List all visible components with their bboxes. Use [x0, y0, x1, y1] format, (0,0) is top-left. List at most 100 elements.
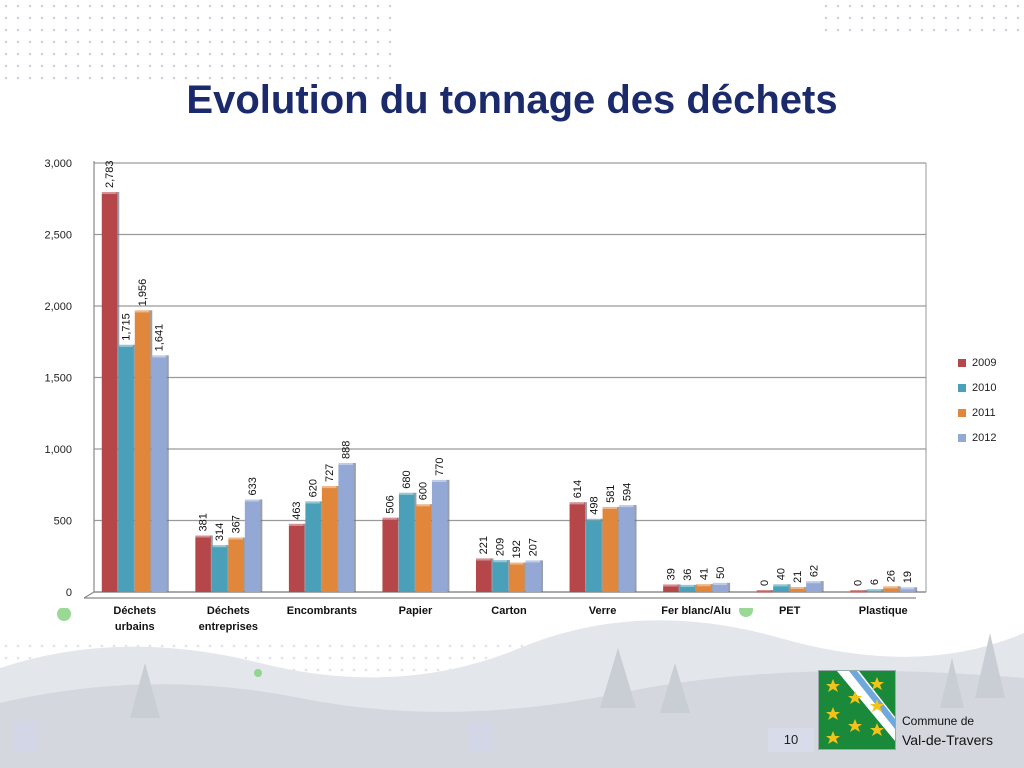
- decorative-dots-top-right: [820, 0, 1024, 40]
- bar: [398, 494, 415, 592]
- data-label: 727: [324, 464, 336, 482]
- y-tick-label: 0: [66, 587, 72, 599]
- commune-logo: [818, 670, 896, 750]
- data-label: 1,641: [154, 324, 166, 352]
- commune-caption: Commune de Val-de-Travers: [902, 712, 1012, 750]
- bar-shadow: [787, 584, 791, 592]
- data-label: 2,783: [104, 160, 116, 188]
- bar-shadow: [242, 537, 246, 592]
- bar-shadow: [600, 518, 604, 592]
- data-label: 192: [511, 540, 523, 558]
- x-tick-label: Papier: [399, 605, 433, 617]
- y-tick-label: 1,000: [44, 444, 72, 456]
- data-label: 381: [198, 513, 210, 531]
- bar-top: [338, 463, 354, 466]
- bar-shadow: [490, 558, 494, 592]
- bar-shadow: [540, 560, 543, 592]
- data-label: 19: [902, 571, 914, 583]
- y-tick-label: 2,000: [44, 301, 72, 313]
- data-label: 506: [385, 495, 397, 513]
- bar-shadow: [507, 560, 510, 592]
- data-label: 594: [621, 483, 633, 501]
- bar: [679, 586, 696, 592]
- bar: [789, 588, 806, 592]
- page-number: 10: [768, 728, 814, 752]
- legend-item-2011: 2011: [958, 400, 996, 425]
- decorative-box-left: [14, 722, 38, 752]
- bar-top: [195, 535, 211, 538]
- bar: [195, 537, 211, 592]
- bar-top: [525, 560, 541, 563]
- x-tick-label: entreprises: [199, 621, 258, 633]
- bar-top: [806, 581, 822, 584]
- bar-top: [756, 590, 773, 592]
- bar: [773, 586, 789, 592]
- data-label: 40: [775, 568, 787, 580]
- data-label: 1,715: [121, 313, 133, 341]
- bar-shadow: [727, 582, 731, 592]
- data-label: 0: [759, 580, 771, 586]
- bar: [712, 584, 729, 592]
- legend-swatch-2011: [958, 408, 966, 417]
- bar-top: [663, 584, 679, 587]
- legend-label: 2009: [972, 356, 997, 369]
- data-label: 600: [418, 482, 430, 500]
- legend-label: 2011: [972, 406, 996, 419]
- bar: [756, 592, 773, 593]
- data-label: 0: [852, 580, 864, 586]
- bar-top: [134, 310, 151, 313]
- bar-shadow: [677, 584, 681, 592]
- bar: [151, 357, 167, 592]
- bar: [211, 547, 228, 592]
- legend-swatch-2009: [958, 358, 966, 367]
- bar-top: [288, 523, 305, 526]
- data-label: 207: [528, 538, 540, 556]
- bar-top: [602, 506, 619, 509]
- bar: [509, 564, 525, 592]
- bar: [118, 346, 134, 592]
- y-tick-label: 2,500: [44, 230, 72, 242]
- y-tick-label: 1,500: [44, 373, 72, 385]
- x-tick-label: Plastique: [859, 605, 908, 617]
- bar: [415, 506, 431, 592]
- bar: [431, 481, 448, 592]
- x-tick-label: Déchets: [207, 605, 250, 617]
- bar: [305, 503, 321, 592]
- bar: [899, 589, 916, 592]
- decorative-dots-top-left: [0, 0, 400, 80]
- data-label: 62: [808, 565, 820, 577]
- bar-top: [476, 558, 492, 561]
- y-tick-label: 500: [54, 516, 72, 528]
- bar: [228, 539, 244, 592]
- bar-shadow: [820, 581, 824, 592]
- bar-top: [789, 586, 806, 589]
- bar-shadow: [396, 517, 400, 592]
- bar-top: [569, 502, 586, 505]
- legend-item-2012: 2012: [958, 425, 996, 450]
- bar-shadow: [226, 545, 230, 592]
- data-label: 41: [698, 568, 710, 580]
- legend-item-2010: 2010: [958, 375, 996, 400]
- data-label: 498: [588, 496, 600, 514]
- bar-shadow: [303, 523, 307, 592]
- bar-shadow: [429, 504, 433, 592]
- data-label: 463: [291, 501, 303, 519]
- legend-label: 2010: [972, 381, 997, 394]
- bar-shadow: [710, 584, 714, 592]
- x-tick-label: Déchets: [113, 605, 156, 617]
- bar: [883, 588, 899, 592]
- logo-caption-line2: Val-de-Travers: [902, 732, 994, 748]
- bar-shadow: [804, 586, 808, 592]
- legend-label: 2012: [972, 431, 997, 444]
- val-de-travers-coat-of-arms-icon: [819, 671, 895, 749]
- bar-shadow: [132, 344, 136, 592]
- data-label: 888: [341, 441, 353, 459]
- page-title: Evolution du tonnage des déchets: [186, 78, 838, 122]
- bar-shadow: [413, 492, 417, 592]
- bar: [696, 586, 712, 592]
- x-tick-label: urbains: [115, 621, 155, 633]
- bar-shadow: [897, 586, 901, 592]
- bar-shadow: [446, 479, 450, 592]
- bar-top: [773, 584, 789, 587]
